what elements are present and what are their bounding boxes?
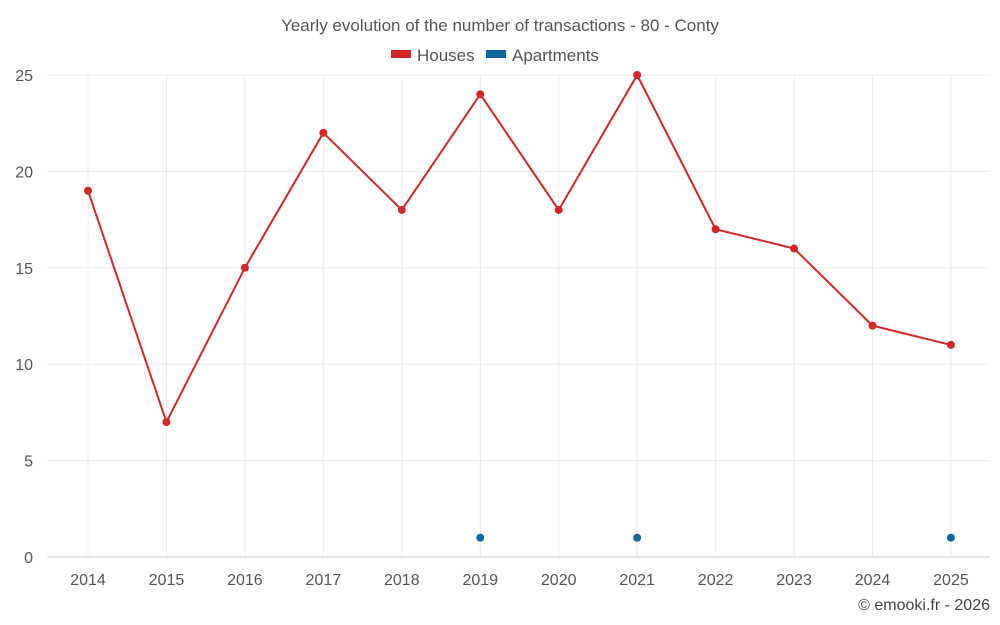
legend-swatch-houses [391, 50, 411, 58]
x-tick-label: 2017 [306, 572, 342, 589]
data-point-apartments-2021[interactable] [633, 533, 642, 542]
legend-swatch-apartments [486, 50, 506, 58]
data-point-houses-2024[interactable] [868, 321, 877, 330]
series [84, 71, 955, 542]
data-point-houses-2022[interactable] [711, 225, 720, 234]
data-point-apartments-2025[interactable] [946, 533, 955, 542]
x-tick-label: 2022 [698, 572, 734, 589]
x-tick-label: 2016 [227, 572, 263, 589]
x-tick-label: 2021 [619, 572, 655, 589]
x-tick-label: 2018 [384, 572, 420, 589]
y-tick-label: 10 [15, 357, 33, 374]
x-tick-label: 2014 [70, 572, 106, 589]
x-tick-label: 2019 [462, 572, 498, 589]
legend: Houses Apartments [391, 46, 599, 65]
data-point-houses-2017[interactable] [319, 128, 328, 137]
data-point-houses-2014[interactable] [84, 186, 92, 195]
y-tick-label: 0 [24, 550, 33, 567]
y-axis-ticks: 0 5 10 15 20 25 [15, 68, 33, 567]
data-point-houses-2020[interactable] [554, 205, 563, 214]
data-point-houses-2023[interactable] [790, 244, 799, 253]
grid [47, 74, 990, 557]
x-tick-label: 2025 [933, 572, 969, 589]
data-point-houses-2025[interactable] [946, 340, 955, 349]
data-point-houses-2018[interactable] [397, 205, 406, 214]
legend-label-apartments[interactable]: Apartments [512, 46, 599, 65]
x-tick-label: 2020 [541, 572, 577, 589]
x-tick-label: 2015 [149, 572, 185, 589]
data-point-houses-2016[interactable] [240, 263, 249, 272]
y-tick-label: 15 [15, 261, 33, 278]
legend-label-houses[interactable]: Houses [417, 46, 475, 65]
data-point-apartments-2019[interactable] [476, 533, 485, 542]
x-tick-label: 2023 [776, 572, 812, 589]
x-tick-label: 2024 [855, 572, 891, 589]
credit-text: © emooki.fr - 2026 [858, 597, 990, 614]
data-point-houses-2021[interactable] [633, 71, 642, 79]
chart-title: Yearly evolution of the number of transa… [281, 16, 719, 35]
x-axis-ticks: 2014 2015 2016 2017 2018 2019 2020 2021 2022 2023… [70, 572, 969, 589]
y-tick-label: 25 [15, 68, 33, 85]
data-point-houses-2015[interactable] [162, 418, 171, 427]
y-tick-label: 5 [24, 454, 33, 471]
data-point-houses-2019[interactable] [476, 90, 485, 99]
series-line-houses [87, 72, 952, 425]
y-tick-label: 20 [15, 164, 33, 181]
